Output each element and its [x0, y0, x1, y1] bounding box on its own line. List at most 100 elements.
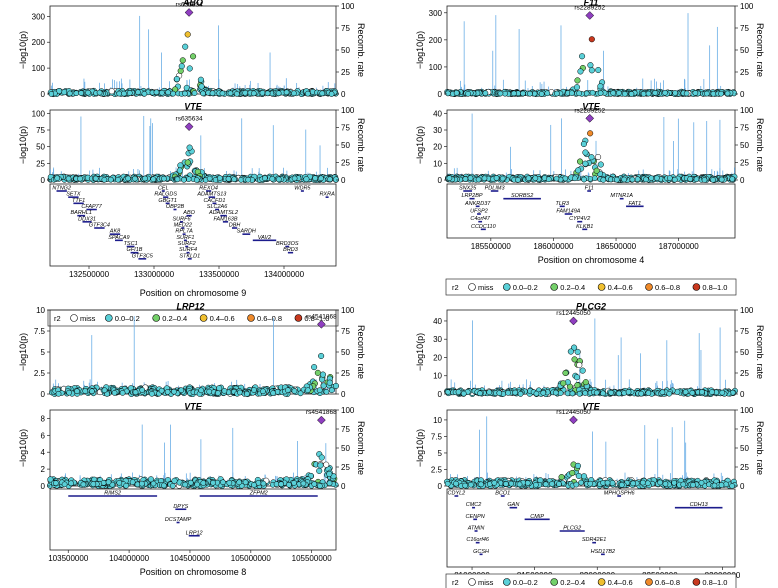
- left-y-axis-title: −log10(p): [415, 31, 425, 69]
- snp-point: [687, 176, 694, 182]
- recomb-tick-label: 75: [740, 327, 749, 336]
- snp-point: [318, 352, 325, 360]
- snp-point: [178, 63, 185, 70]
- snp-point: [261, 175, 268, 181]
- snp-point: [174, 176, 181, 183]
- gene-label: CEL: [158, 186, 169, 192]
- y-tick-label: 4: [41, 448, 46, 457]
- gene-label: SURF2: [178, 241, 196, 247]
- snp-point: [206, 388, 213, 395]
- left-y-axis-title: −log10(p): [415, 429, 425, 467]
- gene-label: WDR5: [294, 186, 311, 192]
- gene-label: SURF1: [176, 235, 194, 241]
- recomb-lines: [449, 318, 731, 394]
- snp-point: [556, 481, 562, 487]
- snp-point: [616, 390, 622, 397]
- recomb-tick-label: 25: [341, 159, 350, 168]
- snp-point: [319, 90, 326, 97]
- snp-point: [116, 479, 123, 486]
- recomb-tick-label: 0: [341, 90, 346, 99]
- y-tick-label: 25: [36, 159, 45, 168]
- snp-point: [74, 388, 80, 395]
- snp-point: [445, 90, 451, 97]
- gene-label: CCDC110: [471, 224, 497, 230]
- recomb-tick-label: 50: [740, 46, 749, 55]
- legend-label-0: miss: [80, 314, 96, 323]
- snp-point: [275, 90, 282, 97]
- legend-label-0: miss: [478, 283, 494, 292]
- gene-label: TTF1: [72, 198, 85, 204]
- snp-point: [177, 162, 184, 169]
- snp-point: [462, 176, 469, 182]
- snp-point: [92, 175, 99, 182]
- snp-point: [575, 167, 582, 174]
- snp-point: [171, 388, 177, 395]
- track-frame: [446, 309, 736, 395]
- snp-point: [101, 387, 108, 394]
- gene-label: ATMIN: [467, 526, 485, 532]
- snp-point: [503, 481, 509, 487]
- snp-point: [184, 159, 191, 166]
- snp-point: [132, 389, 139, 396]
- right-y-axis-title: Recomb. rate: [356, 118, 366, 172]
- snp-point: [455, 389, 462, 395]
- recomb-tick-label: 75: [341, 425, 350, 434]
- legend-label-5: 0.8–1.0: [304, 314, 329, 323]
- snp-point: [210, 479, 216, 486]
- snp-point: [652, 90, 658, 96]
- snp-point: [52, 480, 59, 486]
- gene-label: FAT1: [629, 201, 642, 207]
- snp-point: [284, 387, 291, 394]
- y-tick-label: 2.5: [431, 465, 443, 474]
- recomb-tick-label: 75: [341, 24, 350, 33]
- lead-snp-marker: [184, 8, 194, 17]
- snp-point: [66, 90, 73, 97]
- recomb-lines: [52, 316, 336, 394]
- snp-point: [314, 369, 321, 376]
- legend-swatch-5: [692, 578, 701, 586]
- gene-label: MTNR1A: [610, 193, 633, 199]
- recomb-lines: [50, 424, 331, 486]
- gene-label: F11: [585, 186, 594, 192]
- y-tick-label: 0: [41, 390, 46, 399]
- snp-point: [582, 160, 589, 167]
- y-tick-label: 8: [41, 414, 46, 423]
- snp-point: [161, 175, 167, 182]
- snp-point: [89, 388, 95, 395]
- legend-label-2: 0.2–0.4: [560, 283, 585, 292]
- snp-point: [576, 390, 583, 397]
- gene-label: DPYS: [173, 504, 188, 510]
- y-tick-label: 40: [433, 109, 442, 118]
- snp-point: [327, 176, 333, 183]
- snp-point: [672, 90, 679, 96]
- snp-point: [85, 89, 91, 96]
- snp-point: [260, 480, 267, 487]
- x-tick-label: 186500000: [596, 242, 637, 251]
- snp-point: [505, 390, 511, 396]
- snp-point: [326, 480, 333, 487]
- snp-point: [562, 175, 569, 182]
- snp-point: [244, 391, 250, 397]
- left-y-axis-title: −log10(p): [415, 333, 425, 371]
- snp-point: [574, 77, 581, 84]
- snp-point: [574, 462, 581, 469]
- legend-swatch-4: [247, 314, 255, 322]
- x-tick-label: 186000000: [533, 242, 574, 251]
- snp-point: [215, 390, 221, 396]
- snp-point: [303, 176, 310, 183]
- snp-point: [142, 175, 148, 182]
- gene-label: RALGDS: [154, 192, 177, 198]
- x-tick-label: 132500000: [69, 270, 110, 279]
- snp-point: [538, 91, 545, 97]
- gene-label: RPL7A: [175, 229, 193, 235]
- gene-label: CDH13: [690, 502, 709, 508]
- snp-point: [640, 91, 647, 97]
- snp-point: [496, 390, 503, 396]
- snp-point: [328, 387, 335, 394]
- snp-point: [264, 90, 271, 97]
- snp-point: [66, 389, 72, 396]
- y-tick-label: 0: [41, 482, 46, 491]
- gene-label: GCSH: [473, 549, 489, 555]
- track-title: LRP12_: [176, 302, 209, 312]
